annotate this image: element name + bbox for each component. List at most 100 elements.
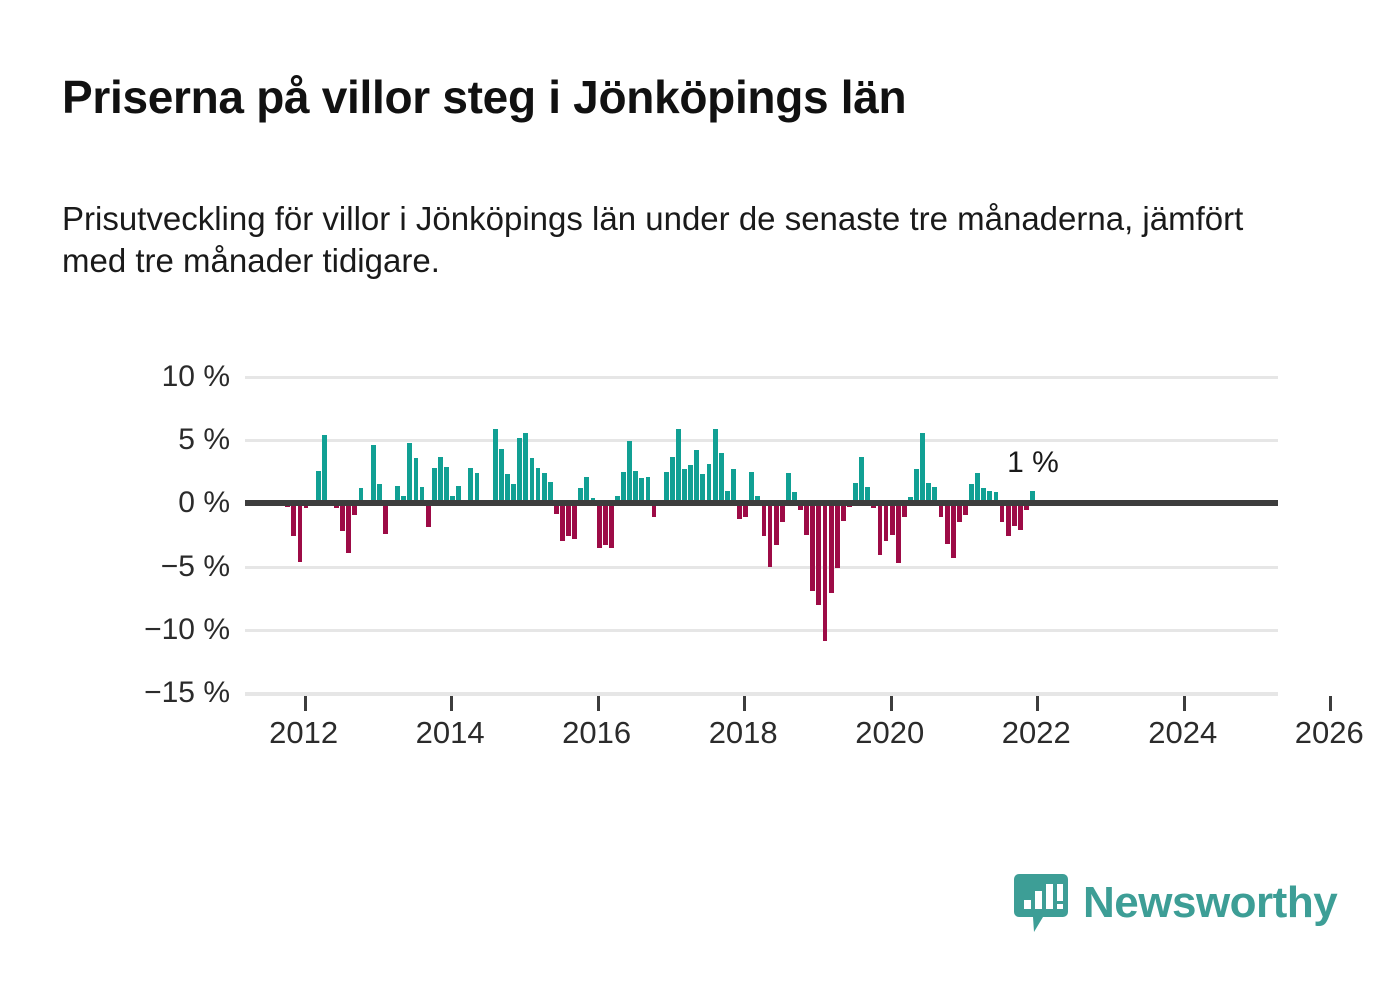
chart-bar	[926, 483, 932, 504]
bar-chart-speech-bubble-icon	[1013, 872, 1069, 934]
chart-bar	[724, 490, 730, 504]
chart-bar	[474, 473, 480, 504]
chart-bar	[401, 495, 407, 504]
chart-bar	[914, 469, 919, 504]
chart-bar	[883, 503, 889, 542]
x-axis-tick-label: 2016	[562, 715, 632, 750]
x-axis-tick-label: 2012	[269, 715, 339, 750]
x-axis-tick	[889, 696, 893, 711]
gridline	[245, 376, 1278, 379]
chart-bar	[572, 503, 578, 539]
chart-bar	[792, 492, 797, 504]
chart-bar	[700, 474, 706, 504]
bar-series	[245, 377, 1278, 693]
value-annotation: 1 %	[1007, 446, 1059, 480]
x-axis-tick-label: 2026	[1294, 715, 1364, 750]
chart-bar	[895, 503, 901, 563]
y-axis-tick-label: −5 %	[160, 549, 230, 583]
chart-bar	[938, 503, 944, 518]
chart-bar	[291, 503, 297, 537]
chart-bar	[1017, 503, 1023, 530]
chart-bar	[596, 503, 602, 548]
chart-bar	[560, 503, 565, 542]
chart-bar	[645, 476, 651, 504]
chart-bar	[614, 495, 620, 504]
chart-bar	[505, 474, 510, 504]
chart-bar	[962, 503, 968, 515]
chart-bar	[804, 503, 810, 535]
chart-bar	[730, 469, 736, 504]
x-axis-tick	[450, 696, 454, 711]
y-axis-tick-label: −15 %	[144, 676, 230, 709]
chart-bar	[651, 503, 657, 518]
chart-bar	[688, 465, 694, 504]
chart-bar	[834, 503, 840, 568]
chart-bar	[920, 432, 926, 504]
x-axis-tick	[1036, 696, 1040, 711]
chart-bar	[346, 503, 352, 553]
chart-bar	[779, 503, 785, 523]
chart-bar	[498, 449, 504, 504]
y-axis-tick-label: −10 %	[144, 612, 230, 646]
chart-bar	[712, 428, 718, 504]
chart-bar	[749, 471, 755, 504]
gridline	[245, 565, 1278, 569]
chart-bar	[718, 452, 724, 504]
zero-baseline	[245, 500, 1278, 507]
chart-bar	[853, 483, 858, 504]
chart-bar	[547, 481, 553, 504]
chart-bar	[633, 470, 639, 504]
y-axis-tick-label: 10 %	[161, 360, 230, 393]
chart-bar	[468, 468, 474, 504]
chart-bar	[639, 478, 645, 504]
chart-bar	[511, 484, 517, 504]
chart-bar	[694, 450, 700, 504]
x-axis-tick	[743, 696, 747, 711]
chart-bar	[1030, 490, 1035, 504]
chart-bar	[584, 476, 590, 504]
chart-bar	[737, 503, 742, 519]
chart-bar	[529, 457, 535, 504]
chart-bar	[706, 464, 712, 504]
chart-bar	[987, 490, 993, 504]
chart-bar	[1024, 503, 1029, 510]
chart-bar	[321, 435, 327, 504]
x-axis-line	[245, 693, 1278, 696]
chart-bar	[535, 468, 541, 504]
x-axis-tick	[596, 696, 600, 711]
x-axis-tick	[1182, 696, 1186, 711]
chart-bar	[578, 488, 584, 504]
y-axis-tick-label: 0 %	[178, 486, 230, 520]
chart-bar	[767, 503, 773, 567]
chart-bar	[773, 503, 779, 546]
chart-bar	[840, 503, 846, 522]
chart-bar	[437, 456, 443, 504]
chart-bar	[382, 503, 388, 534]
chart-bar	[413, 457, 419, 504]
chart-bar	[743, 503, 749, 518]
gridline	[245, 439, 1278, 443]
chart-bar	[1005, 503, 1011, 537]
chart-bar	[553, 503, 559, 514]
chart-bar	[492, 428, 498, 504]
x-axis-tick-label: 2022	[1001, 715, 1071, 750]
chart-bar	[889, 503, 895, 535]
chart-bar	[908, 497, 913, 504]
chart-bar	[956, 503, 962, 523]
chart-bar	[395, 485, 401, 504]
chart-bar	[523, 432, 529, 504]
chart-bar	[358, 488, 364, 504]
logo-wordmark: Newsworthy	[1083, 878, 1338, 927]
chart-bar	[975, 473, 981, 504]
chart-bar	[297, 503, 303, 562]
chart-bar	[682, 469, 687, 504]
chart-bar	[456, 485, 462, 504]
newsworthy-logo: Newsworthy	[1013, 872, 1338, 934]
chart-bar	[785, 473, 791, 504]
chart-bar	[450, 495, 455, 504]
chart-bar	[810, 503, 816, 591]
chart-bar	[352, 503, 358, 515]
chart-bar	[932, 486, 938, 504]
chart-bar	[944, 503, 950, 544]
x-axis-tick-label: 2018	[708, 715, 778, 750]
